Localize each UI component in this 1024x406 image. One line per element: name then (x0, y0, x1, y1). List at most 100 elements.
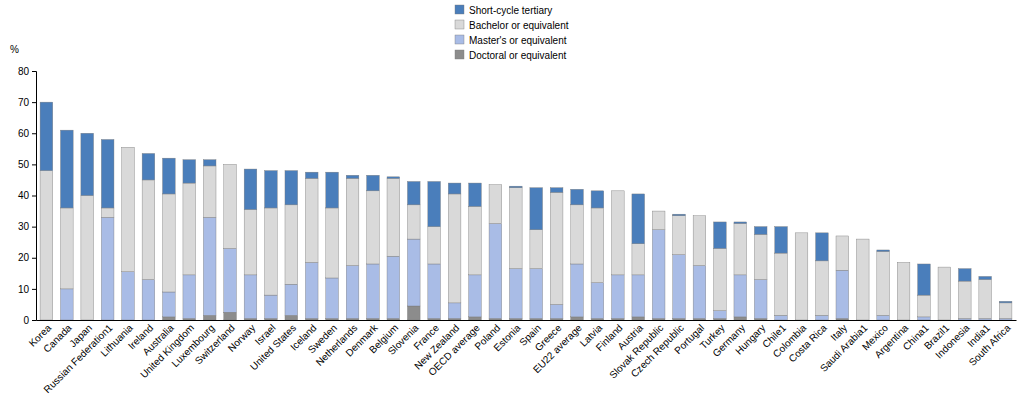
y-tick-label: 0 (23, 315, 29, 326)
bar-segment (163, 292, 176, 317)
bar-segment (571, 189, 584, 205)
bar-segment (918, 295, 931, 317)
bar-segment (775, 227, 788, 253)
bar-segment (469, 206, 482, 274)
bar-segment (203, 160, 216, 166)
bar-segment (693, 216, 706, 266)
bar-segment (632, 317, 645, 320)
bar-segment (203, 315, 216, 320)
bar-segment (693, 215, 706, 216)
bar-segment (775, 253, 788, 315)
bar-segment (60, 208, 73, 289)
y-tick: 50 (18, 159, 36, 170)
bar-segment (897, 262, 910, 320)
bar-segment (428, 318, 441, 320)
bar-segment (877, 252, 890, 316)
x-tick-label: Estonia (491, 322, 523, 354)
y-tick: 70 (18, 97, 36, 108)
legend-item: Bachelor or equivalent (455, 20, 569, 31)
bar-segment (693, 318, 706, 320)
y-tick: 30 (18, 221, 36, 232)
bar-segment (938, 267, 951, 320)
bar-segment (714, 318, 727, 320)
y-tick: 20 (18, 252, 36, 263)
bar-segment (469, 275, 482, 317)
bar-segment (509, 318, 522, 320)
bar-segment (407, 181, 420, 204)
x-tick: South Africa (967, 322, 1013, 368)
bar-segment (224, 312, 237, 320)
chart: 01020304050607080KoreaCanadaJapanRussian… (0, 0, 1024, 406)
bar-segment (265, 295, 278, 318)
bar-segment (101, 208, 114, 217)
legend-item: Short-cycle tertiary (455, 5, 552, 16)
bar-segment (428, 227, 441, 264)
bar-segment (591, 191, 604, 208)
x-tick-label: EU22 average (531, 322, 584, 375)
y-tick: 60 (18, 128, 36, 139)
bar-segment (673, 255, 686, 319)
x-tick-label: OECD average (426, 322, 482, 378)
bar-segment (305, 178, 318, 262)
x-tick-label: South Africa (967, 322, 1013, 368)
bar-segment (122, 272, 135, 320)
bar-segment (714, 222, 727, 248)
bar-segment (734, 275, 747, 317)
bar-segment (407, 205, 420, 239)
bar-segment (673, 214, 686, 216)
bar-segment (40, 171, 53, 320)
bar-segment (550, 188, 563, 193)
bar-segment (836, 236, 849, 270)
bar-segment (203, 217, 216, 315)
bar-segment (938, 267, 951, 268)
x-tick-label: Costa Rica (786, 322, 829, 365)
y-tick-mark (32, 71, 36, 72)
bar-segment (856, 239, 869, 240)
y-tick: 0 (23, 315, 36, 326)
bar-segment (571, 264, 584, 317)
bar-segment (509, 269, 522, 319)
bar-segment (142, 180, 155, 280)
bar-segment (754, 318, 767, 320)
bar-segment (754, 234, 767, 279)
legend-label: Short-cycle tertiary (469, 5, 552, 16)
bar-segment (652, 318, 665, 320)
bar-segment (591, 318, 604, 320)
bar-segment (795, 232, 808, 233)
bar-segment (224, 164, 237, 248)
bar-segment (918, 317, 931, 320)
legend-swatch (455, 50, 464, 59)
bar-segment (530, 318, 543, 320)
y-tick-label: 80 (18, 66, 30, 77)
bar-segment (877, 315, 890, 320)
bar-segment (448, 183, 461, 194)
legend-swatch (455, 20, 464, 29)
bar-segment (775, 315, 788, 320)
bar-segment (550, 304, 563, 318)
bar-segment (428, 181, 441, 226)
bar-segment (897, 262, 910, 263)
plot: 01020304050607080KoreaCanadaJapanRussian… (18, 66, 1017, 395)
bar-segment (489, 184, 502, 185)
y-tick-label: 70 (18, 97, 30, 108)
bar-segment (693, 266, 706, 319)
bar-segment (305, 172, 318, 178)
bar-segment (856, 239, 869, 320)
bar-segment (346, 175, 359, 178)
bar-segment (285, 205, 298, 284)
bar-segment (285, 284, 298, 315)
y-tick-label: 10 (18, 284, 30, 295)
bar-segment (591, 283, 604, 319)
bar-segment (285, 315, 298, 320)
bar-segment (367, 318, 380, 320)
x-tick-label: Norway (226, 322, 258, 354)
bar-segment (632, 275, 645, 317)
bar-segment (305, 318, 318, 320)
bar-segment (489, 318, 502, 320)
y-tick-mark (32, 196, 36, 197)
bar-segment (448, 194, 461, 303)
bar-segment (571, 205, 584, 264)
bar-segment (163, 194, 176, 292)
bar-segment (652, 230, 665, 319)
bar-segment (163, 158, 176, 194)
